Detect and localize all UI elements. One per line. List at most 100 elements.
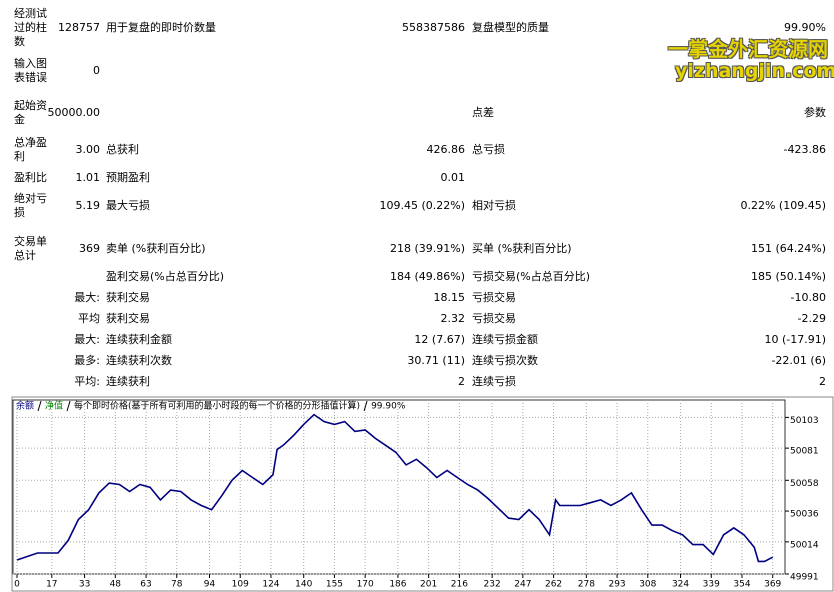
field-value: 558387586 bbox=[402, 21, 465, 34]
field-value: -2.29 bbox=[797, 312, 826, 325]
field-label: 买单 (%获利百分比) bbox=[472, 242, 572, 255]
field-value: 2.32 bbox=[440, 312, 466, 325]
x-tick-label: 140 bbox=[295, 580, 312, 590]
field-value: 369 bbox=[79, 242, 100, 255]
field-value: 3.00 bbox=[75, 143, 101, 156]
field-label: 经测试过的柱数 bbox=[14, 7, 47, 48]
x-tick-label: 63 bbox=[140, 580, 151, 590]
field-value: 50000.00 bbox=[47, 106, 101, 119]
watermark-title: 一掌金外汇资源网 bbox=[668, 37, 828, 61]
field-label: 总亏损 bbox=[472, 143, 505, 156]
legend-separator bbox=[37, 400, 42, 412]
legend-entry: 净值 bbox=[45, 400, 63, 412]
field-value: 最大: bbox=[74, 333, 100, 346]
field-value: 0.22% (109.45) bbox=[740, 199, 826, 212]
field-label: 预期盈利 bbox=[106, 171, 150, 184]
field-value: 最多: bbox=[74, 354, 100, 367]
field-label: 用于复盘的即时价数量 bbox=[106, 21, 216, 34]
x-tick-label: 78 bbox=[171, 580, 183, 590]
field-label: 连续亏损 bbox=[472, 375, 516, 388]
field-value: 10 (-17.91) bbox=[764, 333, 826, 346]
field-label: 点差 bbox=[472, 106, 494, 119]
field-value: 426.86 bbox=[426, 143, 466, 156]
x-tick-label: 186 bbox=[389, 580, 406, 590]
x-tick-label: 324 bbox=[672, 580, 689, 590]
x-tick-label: 0 bbox=[14, 580, 20, 590]
field-label: 最大亏损 bbox=[106, 199, 150, 212]
y-tick-label: 50058 bbox=[790, 479, 819, 489]
field-label: 卖单 (%获利百分比) bbox=[106, 242, 206, 255]
y-tick-label: 50036 bbox=[790, 510, 819, 520]
x-tick-label: 339 bbox=[703, 580, 720, 590]
x-tick-label: 124 bbox=[262, 580, 279, 590]
x-tick-label: 308 bbox=[639, 580, 656, 590]
x-tick-label: 155 bbox=[326, 580, 343, 590]
field-value: 2 bbox=[819, 375, 826, 388]
x-tick-label: 94 bbox=[204, 580, 216, 590]
field-label: 连续获利金额 bbox=[106, 333, 172, 346]
field-label: 亏损交易(%占总百分比) bbox=[472, 270, 591, 283]
field-label: 总获利 bbox=[106, 143, 139, 156]
field-label: 连续亏损次数 bbox=[472, 354, 538, 367]
x-tick-label: 354 bbox=[733, 580, 750, 590]
field-label: 连续获利次数 bbox=[106, 354, 172, 367]
field-value: 平均 bbox=[78, 312, 100, 325]
field-label: 总净盈利 bbox=[14, 136, 47, 163]
x-tick-label: 170 bbox=[357, 580, 374, 590]
x-tick-label: 278 bbox=[578, 580, 595, 590]
field-value: 109.45 (0.22%) bbox=[379, 199, 465, 212]
legend-entry: 每个即时价格(基于所有可利用的最小时段的每一个价格的分形插值计算) bbox=[74, 400, 360, 412]
x-tick-label: 262 bbox=[545, 580, 562, 590]
x-tick-label: 48 bbox=[110, 580, 122, 590]
field-value: 2 bbox=[458, 375, 465, 388]
field-value: 最大: bbox=[74, 291, 100, 304]
y-tick-label: 50081 bbox=[790, 447, 819, 457]
field-value: 5.19 bbox=[75, 199, 101, 212]
x-tick-label: 293 bbox=[608, 580, 625, 590]
field-value: -22.01 (6) bbox=[771, 354, 826, 367]
field-value: 平均: bbox=[74, 375, 100, 388]
field-label: 亏损交易 bbox=[472, 312, 516, 325]
legend-entry: 99.90% bbox=[371, 402, 406, 412]
field-label: 获利交易 bbox=[106, 291, 150, 304]
field-value: -423.86 bbox=[783, 143, 826, 156]
legend-separator bbox=[66, 400, 71, 412]
y-tick-label: 50103 bbox=[790, 416, 819, 426]
field-label: 交易单总计 bbox=[14, 235, 47, 262]
balance-line bbox=[16, 413, 774, 563]
field-value: 151 (64.24%) bbox=[750, 242, 826, 255]
x-tick-label: 201 bbox=[420, 580, 437, 590]
y-tick-label: 49991 bbox=[790, 573, 819, 583]
field-value: 参数 bbox=[804, 106, 826, 119]
x-tick-label: 33 bbox=[79, 580, 90, 590]
legend-separator bbox=[363, 400, 368, 412]
field-value: 0.01 bbox=[440, 171, 466, 184]
x-tick-label: 369 bbox=[764, 580, 781, 590]
field-value: 184 (49.86%) bbox=[389, 270, 465, 283]
field-label: 相对亏损 bbox=[472, 199, 516, 212]
watermark-url: yizhangjin.com bbox=[675, 60, 834, 82]
field-value: 1.01 bbox=[75, 171, 101, 184]
field-value: 0 bbox=[93, 64, 100, 77]
field-label: 盈利交易(%占总百分比) bbox=[106, 270, 225, 283]
field-value: 18.15 bbox=[433, 291, 466, 304]
field-label: 连续亏损金额 bbox=[472, 333, 538, 346]
plot-area bbox=[12, 399, 786, 575]
field-value: 12 (7.67) bbox=[414, 333, 465, 346]
field-label: 绝对亏损 bbox=[14, 192, 47, 219]
field-label: 连续获利 bbox=[106, 375, 150, 388]
field-label: 亏损交易 bbox=[472, 291, 516, 304]
field-value: -10.80 bbox=[790, 291, 826, 304]
field-label: 获利交易 bbox=[106, 312, 150, 325]
x-tick-label: 17 bbox=[46, 580, 57, 590]
field-value: 218 (39.91%) bbox=[389, 242, 465, 255]
field-label: 复盘模型的质量 bbox=[472, 21, 549, 34]
field-value: 185 (50.14%) bbox=[750, 270, 826, 283]
field-label: 盈利比 bbox=[14, 171, 47, 184]
x-tick-label: 216 bbox=[451, 580, 468, 590]
field-label: 起始资金 bbox=[14, 99, 47, 126]
x-tick-label: 109 bbox=[232, 580, 249, 590]
field-value: 30.71 (11) bbox=[407, 354, 465, 367]
